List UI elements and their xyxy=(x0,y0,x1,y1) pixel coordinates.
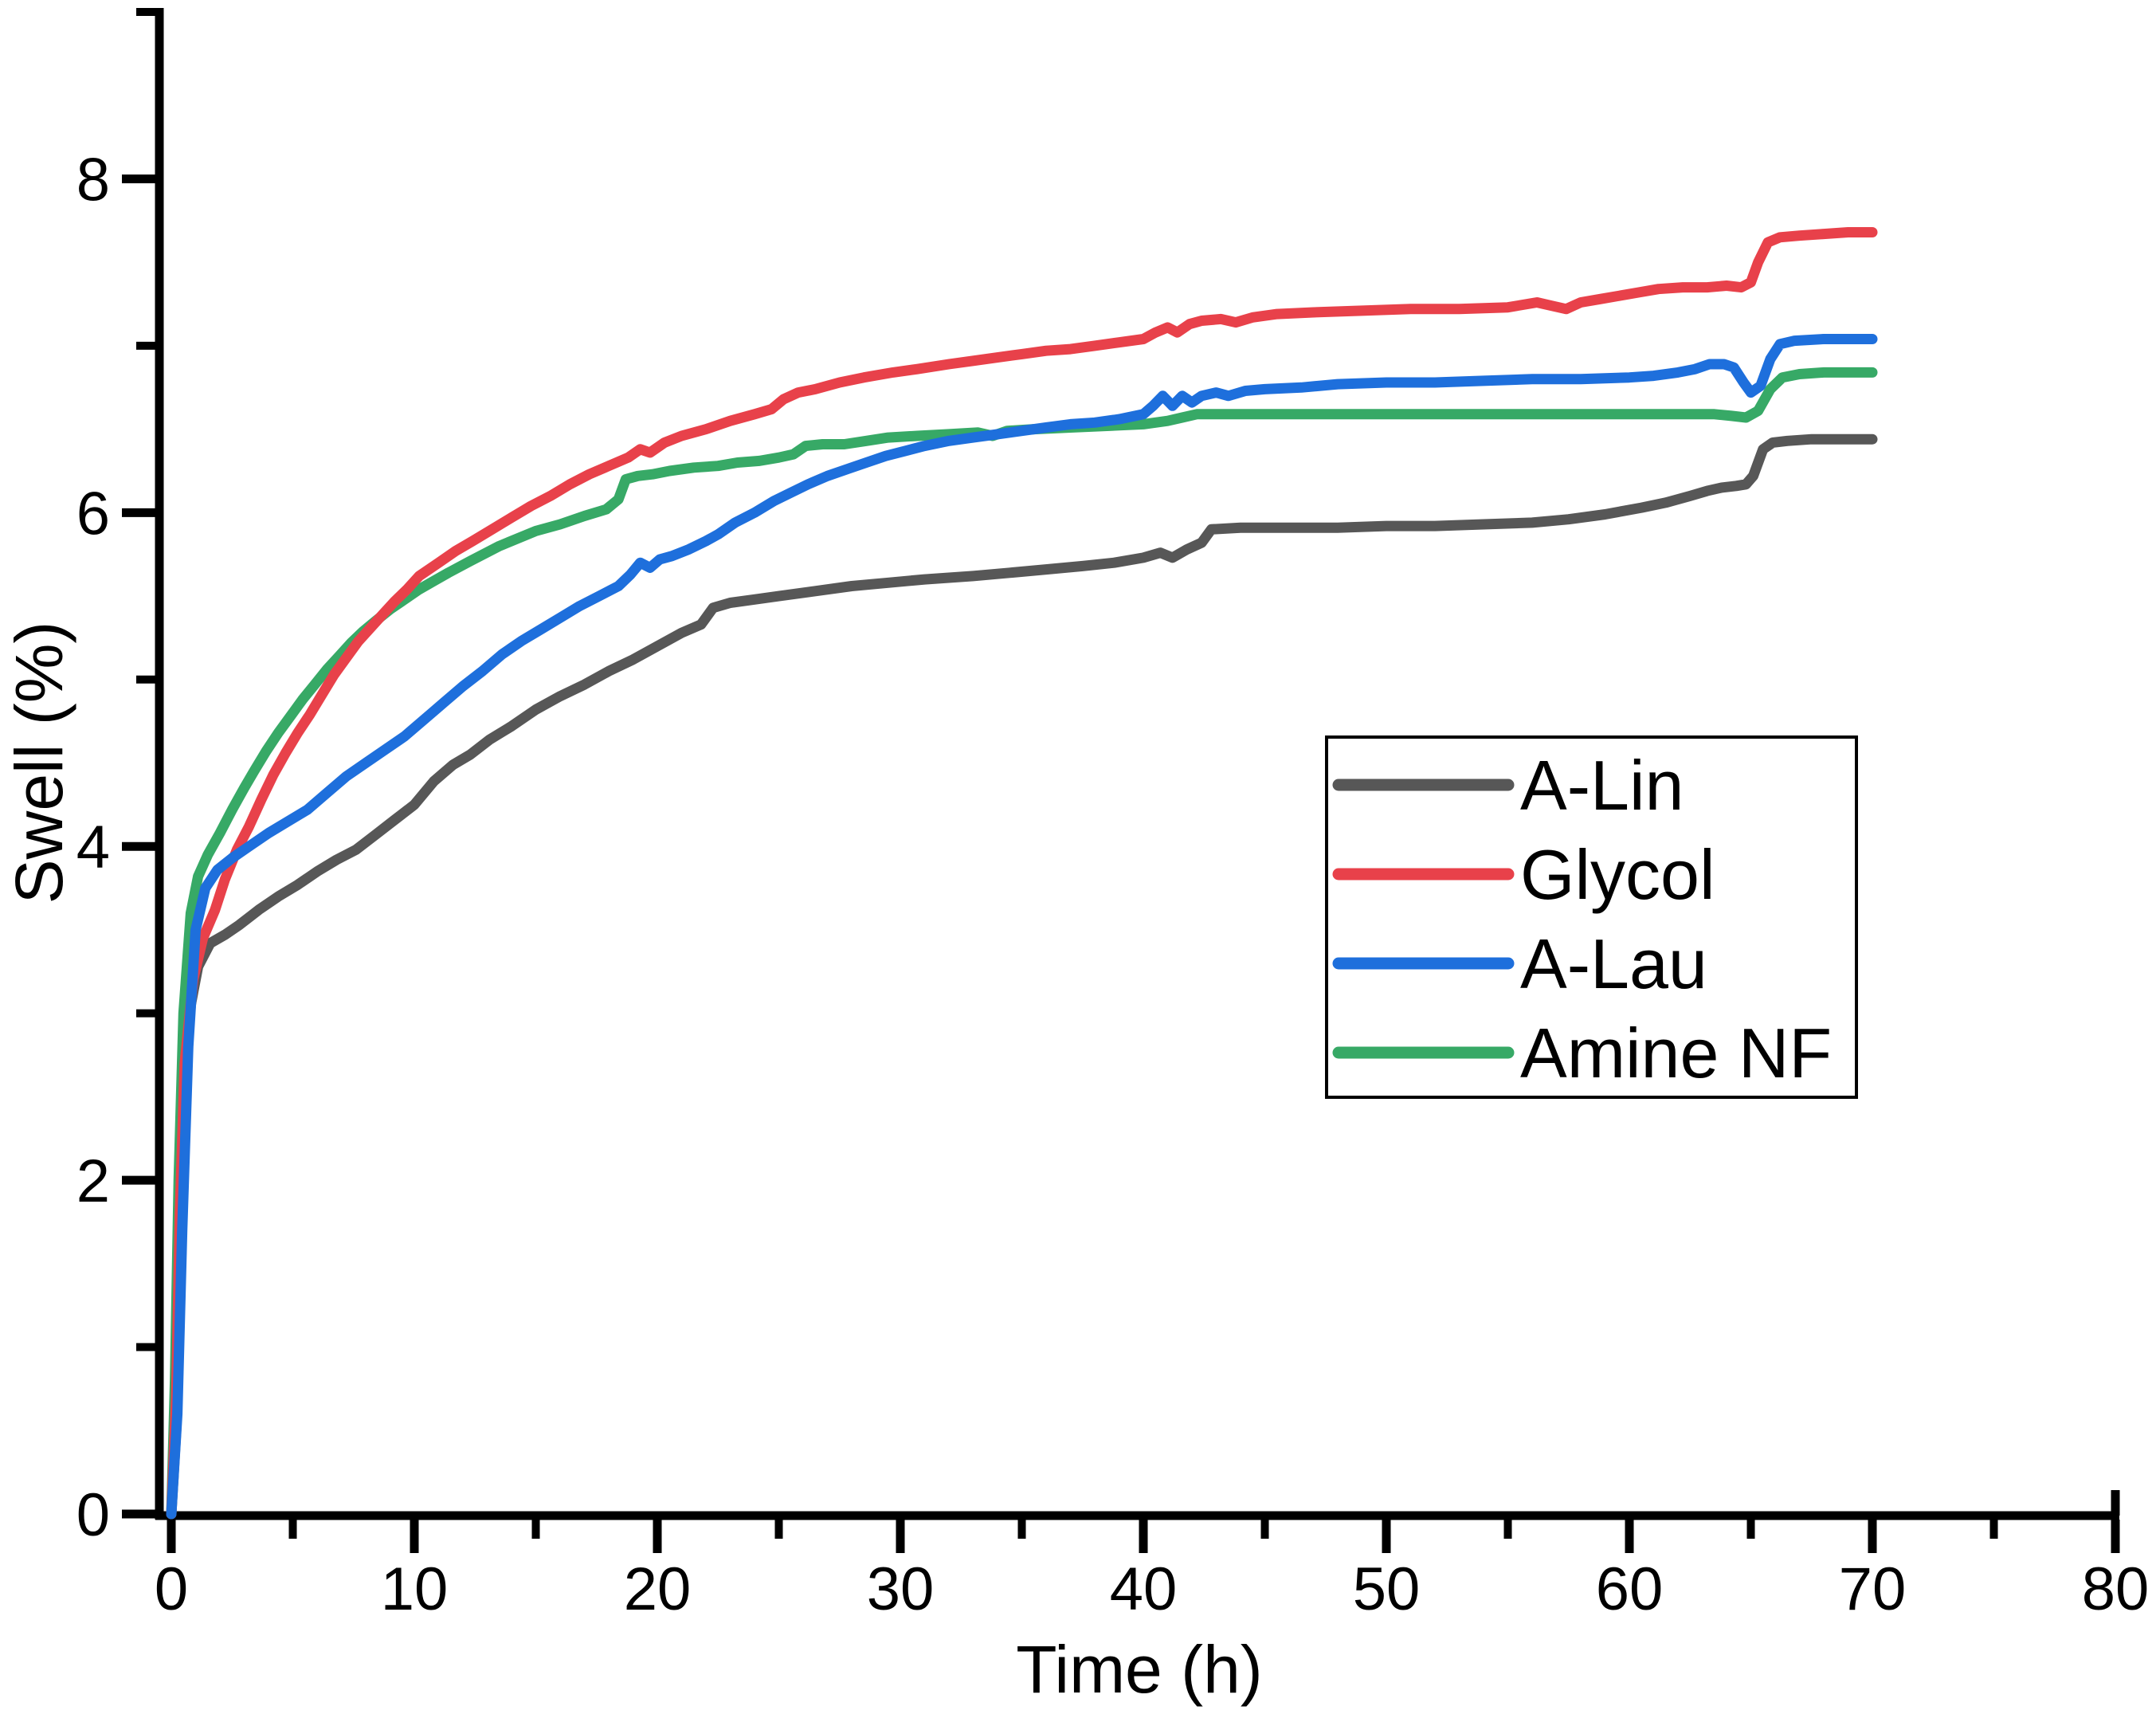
series-line-glycol xyxy=(166,227,1878,1520)
x-tick-label: 70 xyxy=(1839,1555,1907,1623)
x-tick-label: 50 xyxy=(1353,1555,1421,1623)
x-tick-label: 0 xyxy=(155,1555,188,1623)
series-line-a-lau xyxy=(166,334,1878,1520)
y-tick-label: 0 xyxy=(76,1481,110,1549)
y-tick-label: 6 xyxy=(76,480,110,547)
x-tick-label: 30 xyxy=(867,1555,935,1623)
y-axis-title: Swell (%) xyxy=(2,622,76,904)
y-tick-label: 2 xyxy=(76,1147,110,1215)
y-tick-label: 4 xyxy=(76,814,110,881)
axis-titles: Time (h) Swell (%) xyxy=(2,622,1263,1707)
x-axis-title: Time (h) xyxy=(1016,1632,1263,1707)
x-tick-label: 60 xyxy=(1596,1555,1664,1623)
legend-label-a-lin: A-Lin xyxy=(1520,746,1684,825)
x-tick-label: 10 xyxy=(381,1555,449,1623)
legend: A-Lin Glycol A-Lau Amine NF xyxy=(1325,735,1858,1099)
legend-box xyxy=(1325,735,1858,1099)
series-line-a-lin xyxy=(166,433,1878,1520)
series-lines xyxy=(166,227,1878,1520)
legend-label-a-lau: A-Lau xyxy=(1520,924,1707,1003)
series-line-amine-nf xyxy=(166,367,1878,1520)
legend-label-amine-nf: Amine NF xyxy=(1520,1014,1832,1092)
axes: 0 10 20 30 40 50 60 70 80 0 2 4 6 8 xyxy=(76,8,2150,1623)
x-tick-label: 20 xyxy=(624,1555,692,1623)
legend-label-glycol: Glycol xyxy=(1520,835,1715,914)
x-tick-label: 80 xyxy=(2082,1555,2150,1623)
y-tick-label: 8 xyxy=(76,146,110,214)
x-tick-label: 40 xyxy=(1110,1555,1178,1623)
